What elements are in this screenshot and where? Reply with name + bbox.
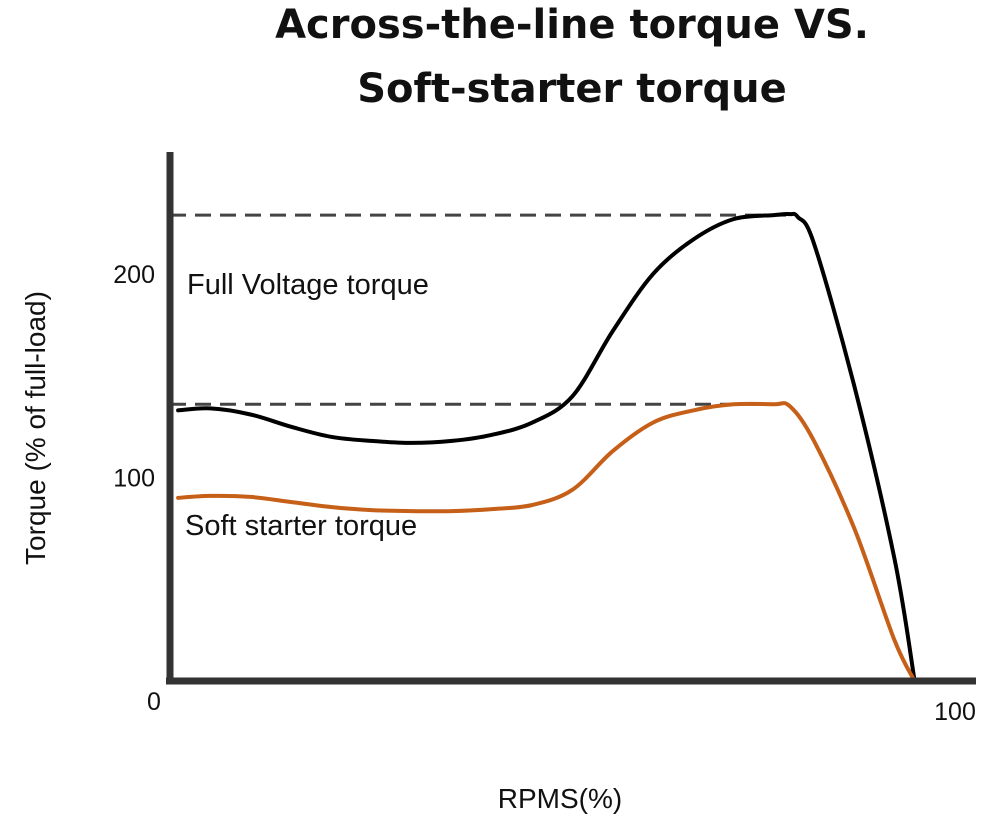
series-line-0: [176, 211, 917, 683]
y-tick-label-200: 200: [113, 261, 155, 289]
series-line-1: [176, 401, 917, 683]
full-voltage-annotation: Full Voltage torque: [187, 269, 429, 301]
y-tick-label-100: 100: [113, 465, 155, 493]
y-tick-labels: 100 200: [113, 261, 155, 492]
x-axis-label: RPMS(%): [498, 783, 622, 814]
x-tick-label-100: 100: [934, 698, 976, 726]
series-layer: [176, 211, 917, 683]
reference-lines: [170, 213, 794, 406]
chart-title-line-2: Soft-starter torque: [357, 66, 787, 112]
chart-title-line-1: Across-the-line torque VS.: [275, 2, 869, 48]
soft-starter-annotation: Soft starter torque: [185, 510, 417, 542]
y-axis-label: Torque (% of full-load): [20, 291, 51, 565]
x-tick-label-0: 0: [147, 688, 161, 716]
